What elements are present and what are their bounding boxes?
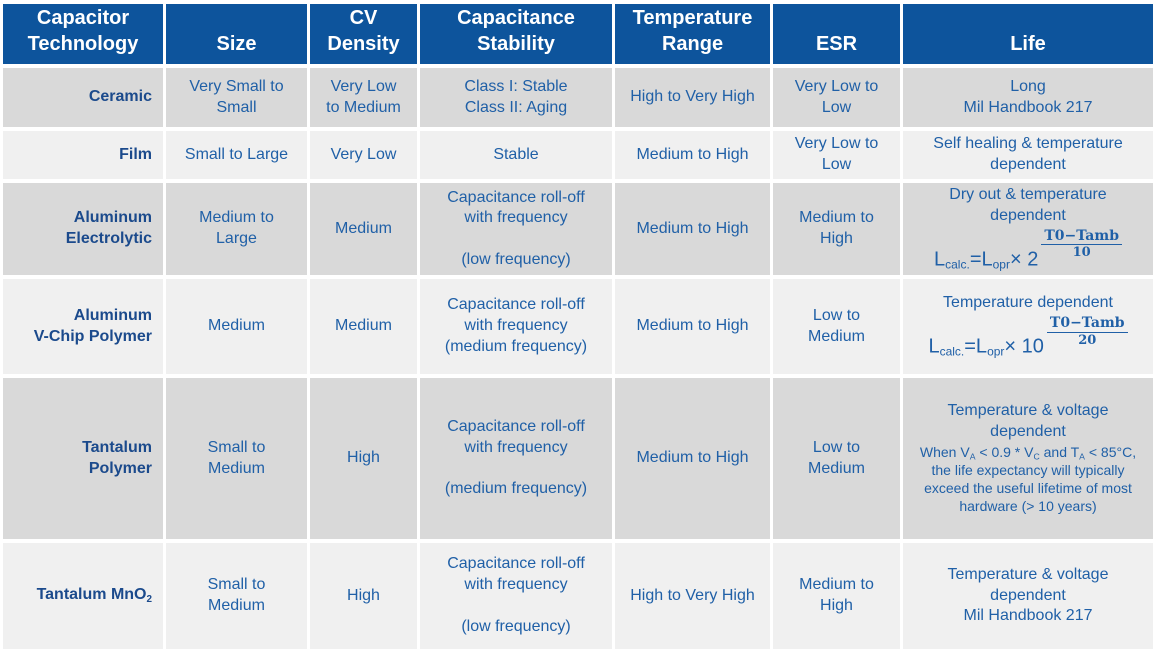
header-size: Size <box>166 4 307 65</box>
cell-temperature-range: Medium to High <box>615 279 770 375</box>
row-tantalum-polymer: Tantalum Polymer Small to Medium High Ca… <box>3 378 1153 540</box>
fraction-numerator: T0−Tamb <box>1046 316 1128 333</box>
cell-size: Medium to Large <box>166 183 307 276</box>
life-formula: Lcalc.=Lopr× 2 T0−Tamb 10 <box>907 229 1149 273</box>
cell-capacitance-stability: Capacitance roll-off with frequency (med… <box>420 378 612 540</box>
life-heading: Temperature & voltage dependent <box>947 402 1109 440</box>
cell-life: Temperature dependent Lcalc.=Lopr× 10 T0−… <box>903 279 1153 375</box>
cell-temperature-range: High to Very High <box>615 543 770 650</box>
formula-equals: =L <box>969 248 993 271</box>
formula-symbol: L <box>928 335 940 358</box>
header-capacitance-stability: Capacitance Stability <box>420 4 612 65</box>
formula-times: × <box>1009 248 1028 271</box>
life-heading: Dry out & temperature dependent <box>949 186 1107 224</box>
cell-cv-density: Very Low <box>310 131 417 180</box>
life-formula: Lcalc.=Lopr× 10 T0−Tamb 20 <box>907 316 1149 360</box>
fraction-denominator: 20 <box>1078 332 1097 348</box>
cell-technology: Aluminum Electrolytic <box>3 183 163 276</box>
cell-esr: Low to Medium <box>773 279 900 375</box>
row-ceramic: Ceramic Very Small to Small Very Low to … <box>3 68 1153 128</box>
row-film: Film Small to Large Very Low Stable Medi… <box>3 131 1153 180</box>
cell-size: Medium <box>166 279 307 375</box>
cell-cv-density: Very Low to Medium <box>310 68 417 128</box>
fraction-denominator: 10 <box>1072 245 1091 261</box>
cell-temperature-range: Medium to High <box>615 183 770 276</box>
cell-size: Very Small to Small <box>166 68 307 128</box>
formula-exponent-fraction: T0−Tamb 20 <box>1046 316 1128 348</box>
formula-subscript: calc. <box>945 257 970 272</box>
cell-capacitance-stability: Capacitance roll-off with frequency (med… <box>420 279 612 375</box>
formula-subscript: calc. <box>939 344 965 359</box>
cell-life: Self healing & temperature dependent <box>903 131 1153 180</box>
cell-life: Long Mil Handbook 217 <box>903 68 1153 128</box>
header-capacitor-technology: Capacitor Technology <box>3 4 163 65</box>
formula-base: 2 <box>1027 248 1039 271</box>
formula-base: 10 <box>1021 335 1044 358</box>
header-esr: ESR <box>773 4 900 65</box>
cell-esr: Very Low to Low <box>773 131 900 180</box>
row-aluminum-electrolytic: Aluminum Electrolytic Medium to Large Me… <box>3 183 1153 276</box>
cell-cv-density: High <box>310 543 417 650</box>
cell-capacitance-stability: Class I: Stable Class II: Aging <box>420 68 612 128</box>
cell-size: Small to Medium <box>166 378 307 540</box>
cell-capacitance-stability: Capacitance roll-off with frequency (low… <box>420 543 612 650</box>
cell-temperature-range: High to Very High <box>615 68 770 128</box>
header-temperature-range: Temperature Range <box>615 4 770 65</box>
cell-life: Temperature & voltage dependent When VA … <box>903 378 1153 540</box>
header-life: Life <box>903 4 1153 65</box>
cell-cv-density: High <box>310 378 417 540</box>
cell-esr: Low to Medium <box>773 378 900 540</box>
row-aluminum-vchip-polymer: Aluminum V-Chip Polymer Medium Medium Ca… <box>3 279 1153 375</box>
cell-esr: Medium to High <box>773 183 900 276</box>
technology-label-subscript: 2 <box>146 594 152 605</box>
life-condition-note: When VA < 0.9 * VC and TA < 85°C, the li… <box>919 443 1137 515</box>
cell-technology: Ceramic <box>3 68 163 128</box>
technology-label: Tantalum MnO <box>36 586 147 604</box>
cell-esr: Very Low to Low <box>773 68 900 128</box>
cell-size: Small to Large <box>166 131 307 180</box>
formula-equals: =L <box>964 335 988 358</box>
cell-technology: Film <box>3 131 163 180</box>
formula-subscript: opr <box>987 344 1005 359</box>
row-tantalum-mno2: Tantalum MnO2 Small to Medium High Capac… <box>3 543 1153 650</box>
header-cv-density: CV Density <box>310 4 417 65</box>
cell-life: Temperature & voltage dependent Mil Hand… <box>903 543 1153 650</box>
cell-cv-density: Medium <box>310 183 417 276</box>
formula-exponent-fraction: T0−Tamb 10 <box>1041 229 1122 260</box>
cell-temperature-range: Medium to High <box>615 131 770 180</box>
header-row: Capacitor Technology Size CV Density Cap… <box>3 4 1153 65</box>
cell-technology: Tantalum Polymer <box>3 378 163 540</box>
cell-technology: Tantalum MnO2 <box>3 543 163 650</box>
cell-capacitance-stability: Capacitance roll-off with frequency (low… <box>420 183 612 276</box>
formula-subscript: opr <box>992 257 1010 272</box>
formula-times: × <box>1004 335 1022 358</box>
cell-size: Small to Medium <box>166 543 307 650</box>
cell-technology: Aluminum V-Chip Polymer <box>3 279 163 375</box>
cell-cv-density: Medium <box>310 279 417 375</box>
formula-symbol: L <box>934 248 946 271</box>
cell-capacitance-stability: Stable <box>420 131 612 180</box>
cell-temperature-range: Medium to High <box>615 378 770 540</box>
fraction-numerator: T0−Tamb <box>1041 229 1122 246</box>
life-heading: Temperature dependent <box>943 294 1113 312</box>
cell-life: Dry out & temperature dependent Lcalc.=L… <box>903 183 1153 276</box>
cell-esr: Medium to High <box>773 543 900 650</box>
